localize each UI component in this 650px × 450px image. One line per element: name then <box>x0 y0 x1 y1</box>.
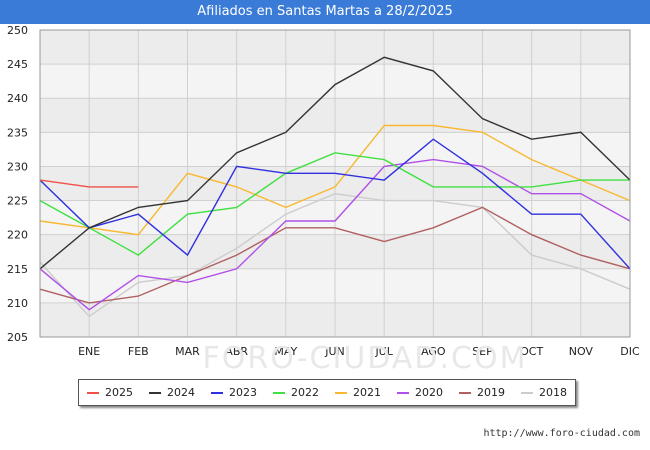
x-tick-label: FEB <box>128 345 149 358</box>
x-tick-label: AGO <box>421 345 446 358</box>
x-tick-label: ABR <box>225 345 248 358</box>
legend-swatch <box>397 391 409 394</box>
y-tick-label: 245 <box>7 58 28 71</box>
legend-swatch <box>273 391 285 394</box>
chart-title: Afiliados en Santas Martas a 28/2/2025 <box>0 0 650 24</box>
series-line-2019 <box>39 206 631 304</box>
legend-item-2025: 2025 <box>87 386 133 399</box>
x-tick-label: DIC <box>620 345 640 358</box>
legend-label: 2021 <box>353 386 381 399</box>
legend-swatch <box>211 391 223 394</box>
series-line-2025 <box>39 179 139 188</box>
y-tick-label: 225 <box>7 195 28 208</box>
series-line-2021 <box>39 124 631 236</box>
y-tick-label: 250 <box>7 24 28 37</box>
y-tick-label: 215 <box>7 263 28 276</box>
series-line-2023 <box>39 138 631 270</box>
watermark: FORO-CIUDAD.COM <box>203 341 528 376</box>
legend-item-2022: 2022 <box>273 386 319 399</box>
legend-item-2021: 2021 <box>335 386 381 399</box>
x-tick-label: JUL <box>374 345 393 358</box>
legend-swatch <box>521 391 533 394</box>
x-tick-label: ENE <box>78 345 100 358</box>
legend-item-2024: 2024 <box>149 386 195 399</box>
legend-item-2020: 2020 <box>397 386 443 399</box>
x-tick-label: SEP <box>472 345 493 358</box>
y-tick-label: 235 <box>7 126 28 139</box>
legend-item-2023: 2023 <box>211 386 257 399</box>
legend-label: 2023 <box>229 386 257 399</box>
plot-border <box>39 29 631 338</box>
legend-item-2018: 2018 <box>521 386 567 399</box>
series-line-2022 <box>39 152 630 256</box>
legend-label: 2022 <box>291 386 319 399</box>
legend-label: 2020 <box>415 386 443 399</box>
x-tick-label: OCT <box>520 345 543 358</box>
footer-url[interactable]: http://www.foro-ciudad.com <box>483 428 640 439</box>
legend-swatch <box>149 391 161 394</box>
legend-swatch <box>459 391 471 394</box>
y-tick-label: 230 <box>7 160 28 173</box>
x-tick-label: NOV <box>569 345 594 358</box>
series-line-2020 <box>39 158 631 311</box>
legend-label: 2024 <box>167 386 195 399</box>
legend-label: 2019 <box>477 386 505 399</box>
y-tick-label: 210 <box>7 297 28 310</box>
series-line-2024 <box>39 56 631 270</box>
series-line-2018 <box>39 192 631 318</box>
x-tick-label: MAR <box>175 345 200 358</box>
x-tick-label: JUN <box>324 345 345 358</box>
legend-label: 2025 <box>105 386 133 399</box>
legend-swatch <box>335 391 347 394</box>
y-tick-label: 205 <box>7 331 28 344</box>
legend-label: 2018 <box>539 386 567 399</box>
y-tick-label: 240 <box>7 92 28 105</box>
legend-swatch <box>87 391 99 394</box>
chart-legend: 2025 2024 2023 2022 2021 2020 2019 2018 <box>78 379 576 406</box>
x-tick-label: MAY <box>274 345 297 358</box>
y-tick-label: 220 <box>7 229 28 242</box>
legend-item-2019: 2019 <box>459 386 505 399</box>
